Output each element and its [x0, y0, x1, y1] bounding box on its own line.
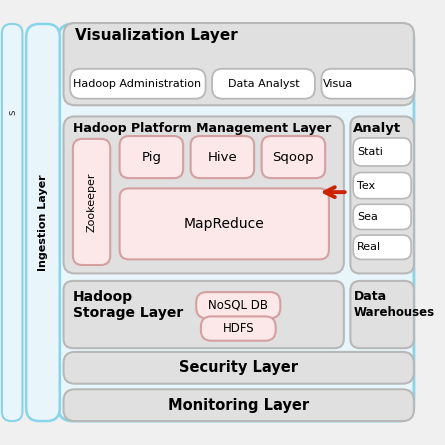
- FancyBboxPatch shape: [262, 136, 325, 178]
- FancyBboxPatch shape: [70, 69, 206, 99]
- FancyBboxPatch shape: [64, 23, 414, 105]
- Text: Stati: Stati: [357, 147, 383, 157]
- FancyBboxPatch shape: [350, 117, 414, 273]
- Text: Hadoop: Hadoop: [73, 290, 133, 304]
- Text: HDFS: HDFS: [222, 322, 254, 335]
- Text: Pig: Pig: [142, 151, 162, 164]
- FancyBboxPatch shape: [321, 69, 415, 99]
- FancyBboxPatch shape: [350, 281, 414, 348]
- Text: Storage Layer: Storage Layer: [73, 306, 183, 320]
- Text: Hadoop Platform Management Layer: Hadoop Platform Management Layer: [73, 122, 331, 135]
- Text: Visualization Layer: Visualization Layer: [75, 28, 238, 43]
- Text: NoSQL DB: NoSQL DB: [208, 299, 268, 312]
- FancyBboxPatch shape: [120, 136, 183, 178]
- Text: Warehouses: Warehouses: [354, 306, 435, 319]
- FancyBboxPatch shape: [212, 69, 315, 99]
- Text: Analyt: Analyt: [353, 122, 401, 135]
- Text: Sqoop: Sqoop: [273, 151, 314, 164]
- FancyBboxPatch shape: [64, 389, 414, 421]
- FancyBboxPatch shape: [353, 204, 411, 230]
- Text: s: s: [7, 110, 17, 115]
- FancyBboxPatch shape: [64, 352, 414, 384]
- FancyBboxPatch shape: [26, 24, 60, 421]
- Text: Monitoring Layer: Monitoring Layer: [168, 398, 309, 413]
- Text: Sea: Sea: [357, 212, 378, 222]
- Text: Ingestion Layer: Ingestion Layer: [38, 174, 48, 271]
- Text: Data Analyst: Data Analyst: [228, 79, 299, 89]
- Text: Visua: Visua: [323, 79, 353, 89]
- FancyBboxPatch shape: [196, 292, 280, 318]
- FancyBboxPatch shape: [64, 281, 344, 348]
- Text: Data: Data: [354, 290, 387, 303]
- FancyBboxPatch shape: [353, 235, 411, 259]
- Text: MapReduce: MapReduce: [184, 217, 265, 231]
- FancyBboxPatch shape: [2, 24, 22, 421]
- FancyBboxPatch shape: [353, 173, 411, 198]
- FancyBboxPatch shape: [201, 316, 275, 341]
- FancyBboxPatch shape: [58, 24, 414, 421]
- Text: Security Layer: Security Layer: [179, 360, 298, 375]
- Text: Zookeeper: Zookeeper: [87, 172, 97, 232]
- FancyBboxPatch shape: [120, 188, 329, 259]
- Text: Hive: Hive: [207, 151, 237, 164]
- Text: Real: Real: [357, 242, 381, 252]
- FancyBboxPatch shape: [64, 117, 344, 273]
- FancyBboxPatch shape: [190, 136, 254, 178]
- Text: Hadoop Administration: Hadoop Administration: [73, 79, 202, 89]
- FancyBboxPatch shape: [73, 139, 110, 265]
- Text: Tex: Tex: [357, 181, 375, 190]
- FancyBboxPatch shape: [353, 138, 411, 166]
